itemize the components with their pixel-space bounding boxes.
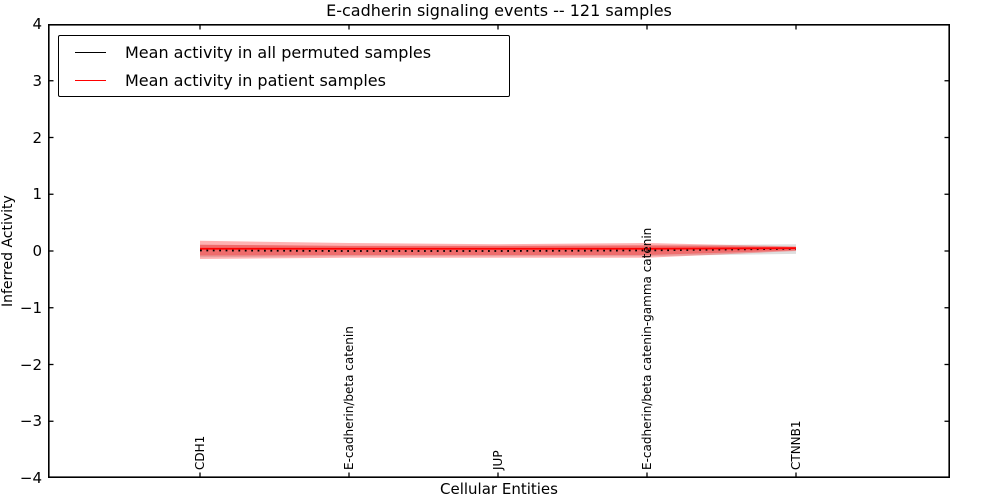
y-axis-label: Inferred Activity xyxy=(0,195,16,307)
ytick-label: −3 xyxy=(19,412,42,431)
chart-title: E-cadherin signaling events -- 121 sampl… xyxy=(326,1,672,20)
entity-label: E-cadherin/beta catenin-gamma catenin xyxy=(640,227,654,470)
line-mean-patient xyxy=(200,247,797,250)
ytick-label: −1 xyxy=(19,298,42,317)
band-patient-outer xyxy=(200,240,796,259)
legend: Mean activity in all permuted samples Mea… xyxy=(58,35,510,97)
ytick-label: 3 xyxy=(32,71,42,90)
ytick-label: 0 xyxy=(32,242,42,260)
ytick-label: −2 xyxy=(19,355,42,374)
legend-label: Mean activity in all permuted samples xyxy=(125,42,432,62)
axis-frame xyxy=(48,24,950,478)
entity-label: CDH1 xyxy=(193,435,207,470)
entity-label: E-cadherin/beta catenin xyxy=(342,326,356,470)
plot-area xyxy=(48,24,950,478)
ytick-label: 4 xyxy=(32,15,42,33)
legend-label: Mean activity in patient samples xyxy=(125,70,386,90)
plot-svg xyxy=(48,24,950,478)
legend-item: Mean activity in patient samples xyxy=(75,66,509,94)
legend-item: Mean activity in all permuted samples xyxy=(75,38,509,66)
x-axis-label: Cellular Entities xyxy=(440,480,558,498)
entity-label: JUP xyxy=(491,450,505,470)
ytick-label: 2 xyxy=(32,128,42,147)
band-patient-inner xyxy=(200,244,796,256)
ytick-label: 1 xyxy=(32,185,42,204)
ytick-label: −4 xyxy=(19,469,42,487)
legend-line-icon xyxy=(75,79,106,81)
entity-label: CTNNB1 xyxy=(789,420,803,470)
band-permuted-std xyxy=(200,244,796,258)
legend-line-icon xyxy=(75,51,106,53)
